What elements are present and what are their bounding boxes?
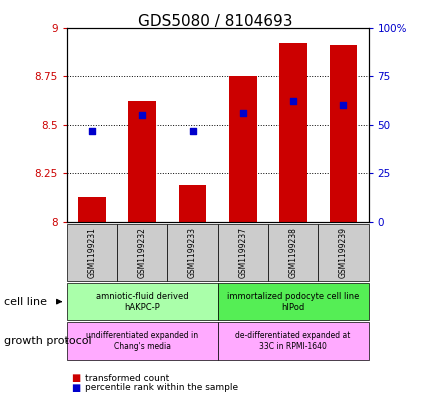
Bar [128,101,156,222]
Point [138,112,145,118]
Point [339,102,346,108]
Text: growth protocol: growth protocol [4,336,92,346]
Text: GSM1199239: GSM1199239 [338,227,347,278]
Point [239,110,246,116]
Text: undifferentiated expanded in
Chang's media: undifferentiated expanded in Chang's med… [86,331,198,351]
Text: GSM1199237: GSM1199237 [238,227,247,278]
Text: amniotic-fluid derived
hAKPC-P: amniotic-fluid derived hAKPC-P [96,292,188,312]
Text: de-differentiated expanded at
33C in RPMI-1640: de-differentiated expanded at 33C in RPM… [235,331,350,351]
Point [88,127,95,134]
Bar [228,76,256,222]
Bar [329,45,356,222]
Text: GSM1199233: GSM1199233 [187,227,197,278]
Text: percentile rank within the sample: percentile rank within the sample [85,384,237,392]
Point [289,98,296,105]
Text: GSM1199231: GSM1199231 [87,227,96,278]
Text: GSM1199238: GSM1199238 [288,227,297,278]
Text: cell line: cell line [4,297,47,307]
Text: GSM1199232: GSM1199232 [138,227,146,278]
Text: immortalized podocyte cell line
hIPod: immortalized podocyte cell line hIPod [226,292,359,312]
Text: ■: ■ [71,383,80,393]
Text: ■: ■ [71,373,80,383]
Bar [279,43,306,222]
Point [189,127,196,134]
Bar [178,185,206,222]
Text: transformed count: transformed count [85,374,169,382]
Bar [78,197,105,222]
Text: GDS5080 / 8104693: GDS5080 / 8104693 [138,14,292,29]
